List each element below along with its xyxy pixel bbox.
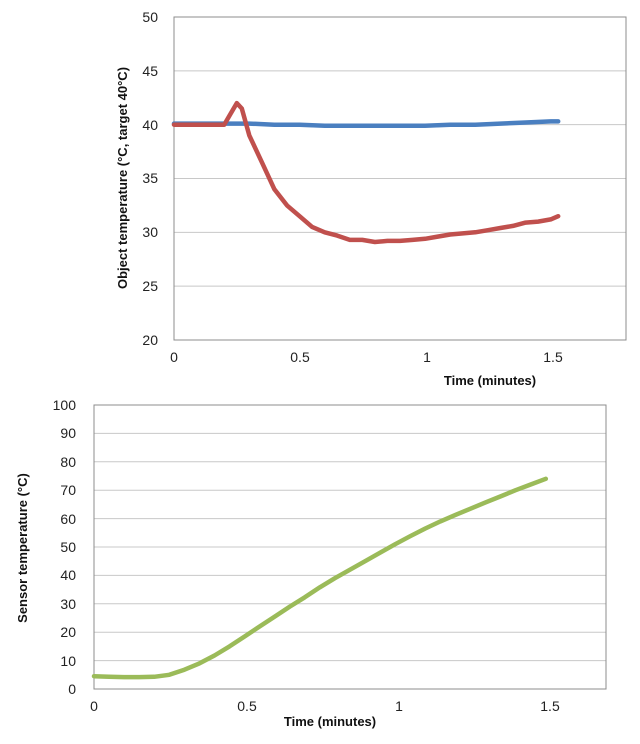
top-y-tick-label: 45 [142,63,158,79]
sensor-temperature-chart: 0 10 20 30 40 50 60 70 80 90 100 0 0.5 1… [15,397,607,729]
top-y-tick-label: 40 [142,117,158,133]
bottom-y-tick-label: 20 [60,624,76,640]
top-y-tick-label: 25 [142,278,158,294]
top-y-tick-label: 30 [142,224,158,240]
bottom-plot-frame [93,404,607,690]
bottom-series-lines [91,476,549,680]
top-gridlines [174,70,626,287]
top-x-axis-title: Time (minutes) [444,373,536,388]
top-y-tick-label: 20 [142,332,158,348]
bottom-x-axis-title: Time (minutes) [284,714,376,729]
top-series-lines [171,100,561,245]
bottom-y-tick-label: 30 [60,596,76,612]
top-series-line-1 [171,119,561,128]
bottom-y-tick-label: 100 [53,397,77,413]
top-y-tick-label: 35 [142,170,158,186]
top-plot-frame [173,16,627,341]
top-x-tick-label: 0 [170,349,178,365]
top-x-tick-labels: 0 0.5 1 1.5 [170,349,563,365]
top-y-tick-label: 50 [142,9,158,25]
bottom-y-tick-labels: 0 10 20 30 40 50 60 70 80 90 100 [53,397,77,697]
bottom-x-tick-label: 1 [395,698,403,714]
top-x-tick-label: 0.5 [290,349,310,365]
bottom-x-tick-label: 0 [90,698,98,714]
bottom-series-line-1 [91,476,549,680]
bottom-y-axis-title: Sensor temperature (°C) [15,473,30,623]
bottom-x-tick-labels: 0 0.5 1 1.5 [90,698,560,714]
bottom-y-tick-label: 10 [60,653,76,669]
bottom-y-tick-label: 70 [60,482,76,498]
bottom-y-tick-label: 0 [68,681,76,697]
bottom-y-tick-label: 40 [60,567,76,583]
bottom-y-tick-label: 50 [60,539,76,555]
bottom-y-tick-label: 80 [60,454,76,470]
top-x-tick-label: 1 [423,349,431,365]
top-series-line-2 [171,100,561,245]
top-y-tick-labels: 20 25 30 35 40 45 50 [142,9,158,348]
bottom-y-tick-label: 90 [60,425,76,441]
top-x-tick-label: 1.5 [543,349,563,365]
bottom-x-tick-label: 1.5 [540,698,560,714]
top-y-axis-title: Object temperature (°C, target 40°C) [115,67,130,289]
bottom-gridlines [94,432,606,662]
object-temperature-chart: 20 25 30 35 40 45 50 0 0.5 1 1.5 Time (m… [115,9,627,388]
bottom-x-tick-label: 0.5 [237,698,257,714]
bottom-y-tick-label: 60 [60,511,76,527]
